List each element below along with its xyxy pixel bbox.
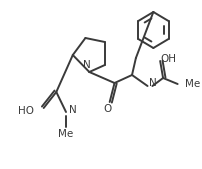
Text: Me: Me xyxy=(184,79,200,89)
Text: Me: Me xyxy=(58,129,73,139)
Text: O: O xyxy=(103,104,111,114)
Text: N: N xyxy=(82,60,90,70)
Text: HO: HO xyxy=(18,106,34,116)
Text: N: N xyxy=(69,105,76,115)
Text: OH: OH xyxy=(159,54,175,64)
Text: N: N xyxy=(149,78,157,88)
